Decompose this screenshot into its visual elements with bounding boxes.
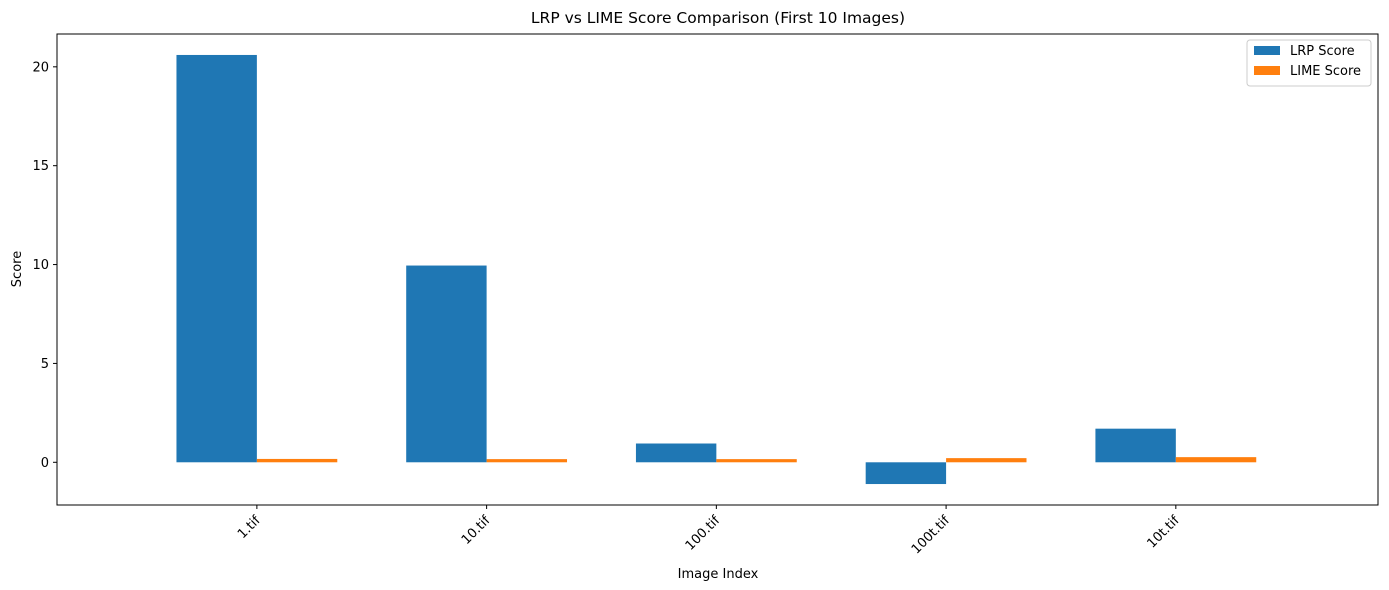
bar-lrp-5 xyxy=(1095,428,1176,463)
bar-lime-1 xyxy=(256,458,338,463)
legend-label: LIME Score xyxy=(1290,64,1361,79)
chart-title: LRP vs LIME Score Comparison (First 10 I… xyxy=(531,9,905,27)
y-axis-label: Score xyxy=(10,251,25,287)
bar-lime-3 xyxy=(716,459,797,463)
x-tick-label: 100.tif xyxy=(683,513,724,554)
y-tick-label: 5 xyxy=(41,357,49,372)
x-tick-label: 1.tif xyxy=(235,513,264,542)
x-axis: 1.tif 10.tif 100.tif 100t.tif 10t.tif xyxy=(235,505,1183,557)
legend-swatch xyxy=(1254,46,1280,55)
bar-lrp-3 xyxy=(635,443,717,463)
x-tick-label: 10.tif xyxy=(459,513,494,548)
bar-lrp-1 xyxy=(176,54,257,463)
y-axis: 0 5 10 15 20 xyxy=(32,60,57,471)
bar-lime-2 xyxy=(486,459,568,463)
bar-lrp-2 xyxy=(406,265,487,463)
legend-swatch xyxy=(1254,66,1280,75)
bar-lime-4 xyxy=(946,458,1027,463)
y-tick-label: 10 xyxy=(32,258,49,273)
y-tick-label: 15 xyxy=(32,159,49,174)
plot-frame xyxy=(56,33,1379,506)
legend-label: LRP Score xyxy=(1290,44,1355,59)
x-tick-label: 10t.tif xyxy=(1144,513,1183,552)
x-tick-label: 100t.tif xyxy=(909,513,953,557)
x-axis-label: Image Index xyxy=(678,567,759,582)
y-tick-label: 20 xyxy=(32,60,49,75)
bar-lime-5 xyxy=(1175,457,1257,463)
bars-layer xyxy=(176,54,1257,485)
y-tick-label: 0 xyxy=(41,456,49,471)
bar-lrp-4 xyxy=(865,462,947,485)
legend: LRP Score LIME Score xyxy=(1246,39,1372,87)
